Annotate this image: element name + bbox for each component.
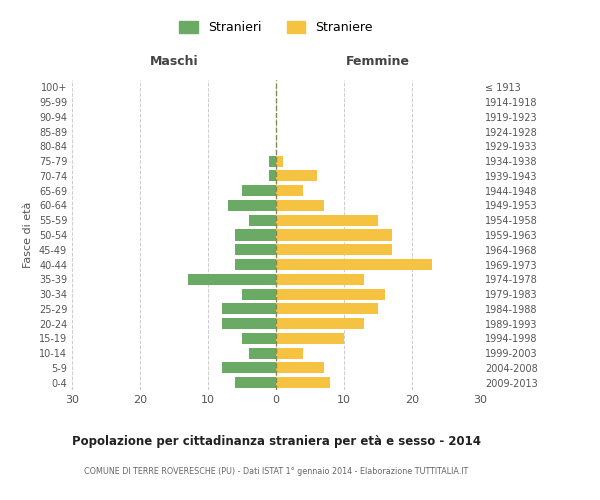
Bar <box>276 288 385 300</box>
Bar <box>188 274 276 285</box>
Bar <box>276 156 283 166</box>
Bar <box>235 230 276 240</box>
Bar <box>249 348 276 358</box>
Bar <box>276 200 323 211</box>
Bar <box>276 333 344 344</box>
Y-axis label: Fasce di età: Fasce di età <box>23 202 33 268</box>
Bar <box>276 230 392 240</box>
Y-axis label: Anni di nascita: Anni di nascita <box>597 194 600 276</box>
Bar <box>276 318 364 329</box>
Bar <box>276 185 303 196</box>
Text: Popolazione per cittadinanza straniera per età e sesso - 2014: Popolazione per cittadinanza straniera p… <box>71 435 481 448</box>
Bar <box>221 362 276 374</box>
Bar <box>276 259 433 270</box>
Bar <box>235 377 276 388</box>
Bar <box>235 244 276 256</box>
Bar <box>229 200 276 211</box>
Bar <box>269 156 276 166</box>
Bar <box>276 214 378 226</box>
Bar <box>249 214 276 226</box>
Bar <box>242 288 276 300</box>
Bar <box>276 304 378 314</box>
Bar <box>276 274 364 285</box>
Text: COMUNE DI TERRE ROVERESCHE (PU) - Dati ISTAT 1° gennaio 2014 - Elaborazione TUTT: COMUNE DI TERRE ROVERESCHE (PU) - Dati I… <box>84 468 468 476</box>
Bar <box>221 304 276 314</box>
Bar <box>242 333 276 344</box>
Bar <box>276 244 392 256</box>
Bar <box>269 170 276 181</box>
Legend: Stranieri, Straniere: Stranieri, Straniere <box>179 21 373 34</box>
Bar <box>276 362 323 374</box>
Bar <box>221 318 276 329</box>
Bar <box>276 170 317 181</box>
Text: Femmine: Femmine <box>346 55 410 68</box>
Text: Maschi: Maschi <box>149 55 199 68</box>
Bar <box>235 259 276 270</box>
Bar <box>276 377 331 388</box>
Bar <box>276 348 303 358</box>
Bar <box>242 185 276 196</box>
